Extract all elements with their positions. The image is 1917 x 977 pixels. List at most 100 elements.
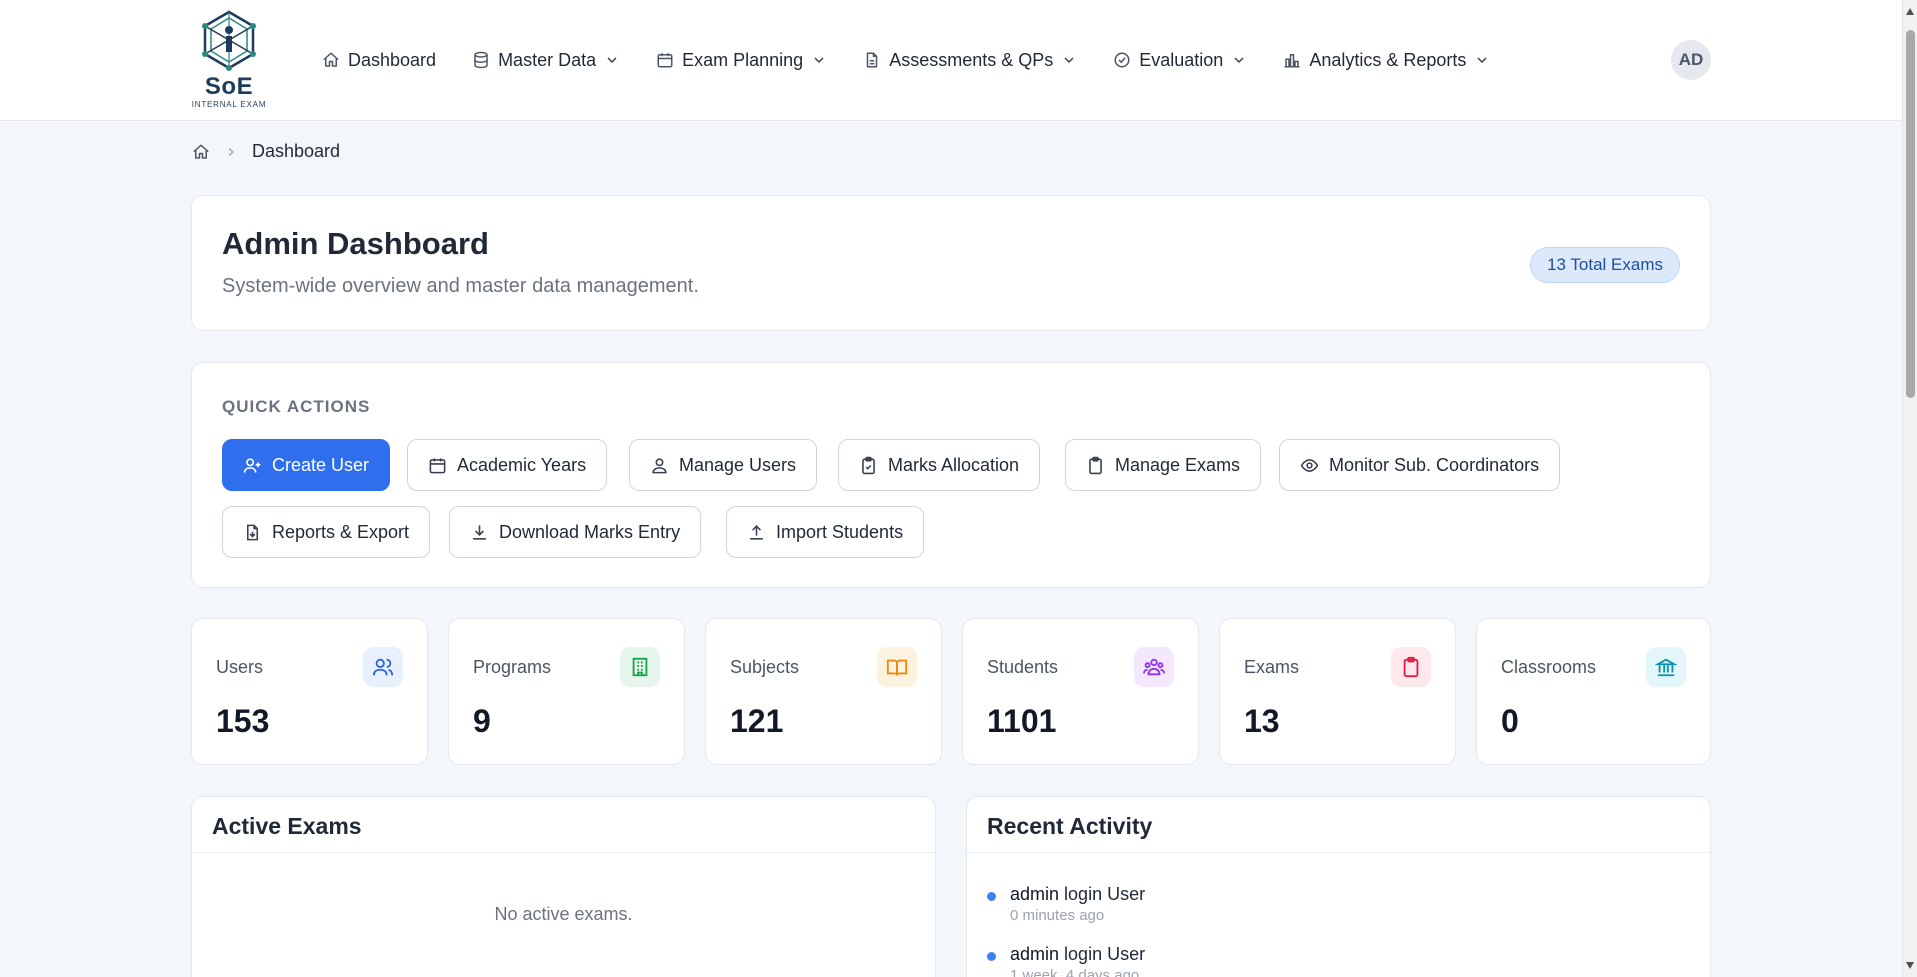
stat-value: 0 xyxy=(1501,703,1519,739)
stat-label: Programs xyxy=(473,657,552,677)
chevron-down-icon xyxy=(1477,57,1487,64)
create-user-label: Create User xyxy=(272,454,370,475)
stat-value: 153 xyxy=(216,703,270,739)
download-marks-entry-label: Download Marks Entry xyxy=(499,521,681,542)
file-icon xyxy=(866,52,878,68)
app-logo[interactable]: SoE INTERNAL EXAM xyxy=(188,8,270,112)
reports-export-button[interactable]: Reports & Export xyxy=(222,506,431,558)
manage-users-label: Manage Users xyxy=(679,454,797,475)
bar-chart-icon xyxy=(1284,54,1300,68)
main-nav: Dashboard Master Data Exam Planning Asse… xyxy=(322,44,1526,76)
monitor-sub-coordinators-label: Monitor Sub. Coordinators xyxy=(1329,454,1540,475)
users-icon xyxy=(652,457,667,473)
user-plus-icon xyxy=(243,457,261,473)
stat-label: Exams xyxy=(1244,657,1300,677)
institution-icon xyxy=(1646,647,1686,687)
file-download-icon xyxy=(246,524,259,540)
upload-icon xyxy=(750,524,763,540)
page-subtitle: System-wide overview and master data man… xyxy=(222,275,699,297)
stat-card-exams[interactable]: Exams 13 xyxy=(1219,618,1456,765)
top-navbar: SoE INTERNAL EXAM Dashboard Master Data … xyxy=(0,0,1902,121)
stat-label: Users xyxy=(216,657,264,677)
stat-label: Classrooms xyxy=(1501,657,1597,677)
monitor-sub-coordinators-button[interactable]: Monitor Sub. Coordinators xyxy=(1279,439,1561,491)
home-icon xyxy=(323,52,339,67)
chevron-down-icon xyxy=(814,57,824,64)
activity-time: 1 week, 4 days ago xyxy=(1010,967,1140,977)
calendar-icon xyxy=(429,457,446,473)
nav-master-data[interactable]: Master Data xyxy=(472,50,620,71)
stat-value: 9 xyxy=(473,703,491,739)
page-title: Admin Dashboard xyxy=(222,226,489,261)
nav-assessments-label: Assessments & QPs xyxy=(889,49,1054,70)
marks-allocation-button[interactable]: Marks Allocation xyxy=(838,439,1041,491)
stat-card-subjects[interactable]: Subjects 121 xyxy=(705,618,942,765)
eye-icon xyxy=(1300,458,1319,472)
nav-analytics-label: Analytics & Reports xyxy=(1309,49,1467,70)
activity-user: admin xyxy=(1010,944,1060,964)
check-circle-icon xyxy=(1114,52,1130,68)
activity-time: 0 minutes ago xyxy=(1010,907,1105,924)
stat-card-users[interactable]: Users 153 xyxy=(191,618,428,765)
chevron-down-icon xyxy=(1064,57,1074,64)
empty-state-text: No active exams. xyxy=(494,904,633,924)
manage-exams-button[interactable]: Manage Exams xyxy=(1065,439,1262,491)
building-icon xyxy=(620,647,660,687)
users-icon xyxy=(363,647,403,687)
group-icon xyxy=(1134,647,1174,687)
stat-card-programs[interactable]: Programs 9 xyxy=(448,618,685,765)
activity-item: admin login User 1 week, 4 days ago xyxy=(987,944,1145,977)
manage-exams-label: Manage Exams xyxy=(1115,454,1241,475)
activity-user: admin xyxy=(1010,884,1060,904)
activity-action: login User xyxy=(1064,944,1146,964)
import-students-label: Import Students xyxy=(776,521,904,542)
scrollbar-thumb[interactable] xyxy=(1906,30,1915,398)
download-marks-entry-button[interactable]: Download Marks Entry xyxy=(449,506,702,558)
nav-dashboard[interactable]: Dashboard xyxy=(322,50,436,71)
nav-assessments[interactable]: Assessments & QPs xyxy=(863,50,1077,71)
chevron-down-icon xyxy=(607,57,617,64)
nav-exam-planning[interactable]: Exam Planning xyxy=(656,50,827,71)
nav-evaluation-label: Evaluation xyxy=(1139,49,1224,70)
page-scrollbar[interactable] xyxy=(1902,0,1917,977)
breadcrumb-current: Dashboard xyxy=(252,141,341,161)
scroll-down-arrow-icon[interactable] xyxy=(1906,962,1914,969)
activity-dot xyxy=(987,952,996,961)
academic-years-button[interactable]: Academic Years xyxy=(407,439,608,491)
recent-activity-title: Recent Activity xyxy=(967,797,1710,853)
activity-action: login User xyxy=(1064,884,1146,904)
quick-actions-title: QUICK ACTIONS xyxy=(222,397,371,416)
activity-item: admin login User 0 minutes ago xyxy=(987,884,1145,924)
calendar-icon xyxy=(657,53,673,68)
clipboard-icon xyxy=(1391,647,1431,687)
page-header-card: Admin Dashboard System-wide overview and… xyxy=(191,195,1711,331)
clipboard-icon xyxy=(1089,456,1102,474)
nav-analytics[interactable]: Analytics & Reports xyxy=(1283,50,1490,71)
stat-value: 13 xyxy=(1244,703,1280,739)
manage-users-button[interactable]: Manage Users xyxy=(629,439,818,491)
quick-actions-card: QUICK ACTIONS Create User Academic Years… xyxy=(191,362,1711,588)
home-icon[interactable] xyxy=(192,143,210,161)
user-avatar[interactable]: AD xyxy=(1671,40,1711,80)
academic-years-label: Academic Years xyxy=(457,454,587,475)
stat-card-students[interactable]: Students 1101 xyxy=(962,618,1199,765)
total-exams-badge: 13 Total Exams xyxy=(1530,247,1680,283)
marks-allocation-label: Marks Allocation xyxy=(888,454,1020,475)
activity-dot xyxy=(987,892,996,901)
create-user-button[interactable]: Create User xyxy=(222,439,391,491)
nav-evaluation[interactable]: Evaluation xyxy=(1113,50,1247,71)
active-exams-title: Active Exams xyxy=(192,797,935,853)
stat-value: 1101 xyxy=(987,703,1057,739)
reports-export-label: Reports & Export xyxy=(272,521,410,542)
recent-activity-panel: Recent Activity admin login User 0 minut… xyxy=(966,796,1711,977)
stat-card-classrooms[interactable]: Classrooms 0 xyxy=(1476,618,1711,765)
logo-subtitle: INTERNAL EXAM xyxy=(191,100,267,109)
import-students-button[interactable]: Import Students xyxy=(726,506,925,558)
logo-emblem-icon xyxy=(202,10,256,71)
scroll-up-arrow-icon[interactable] xyxy=(1906,8,1914,15)
stat-label: Subjects xyxy=(730,657,800,677)
nav-exam-planning-label: Exam Planning xyxy=(682,49,804,70)
chevron-down-icon xyxy=(1234,57,1244,64)
database-icon xyxy=(474,51,488,69)
download-icon xyxy=(473,524,486,540)
